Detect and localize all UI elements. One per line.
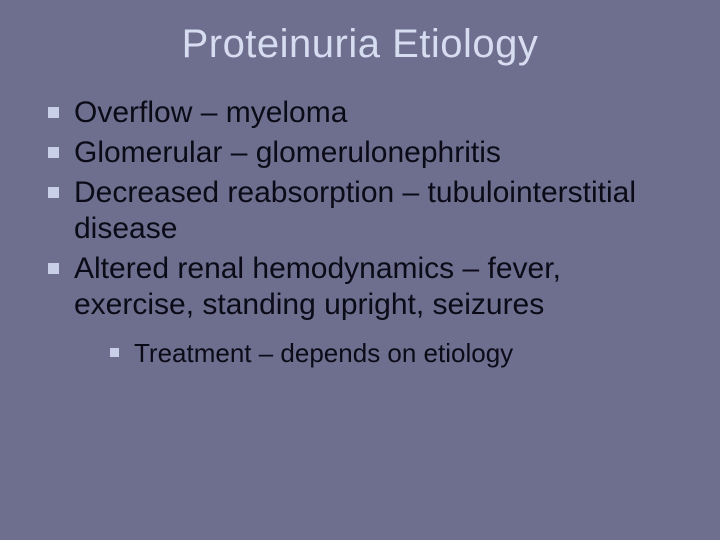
sub-bullet-text: Treatment – depends on etiology (134, 338, 513, 368)
bullet-list: Overflow – myeloma Glomerular – glomerul… (40, 95, 680, 370)
list-item: Altered renal hemodynamics – fever, exer… (44, 251, 680, 370)
list-item: Glomerular – glomerulonephritis (44, 135, 680, 171)
sub-bullet-list: Treatment – depends on etiology (74, 337, 680, 370)
slide: Proteinuria Etiology Overflow – myeloma … (0, 0, 720, 540)
list-item: Decreased reabsorption – tubulointerstit… (44, 175, 680, 247)
bullet-text: Glomerular – glomerulonephritis (74, 136, 501, 169)
sub-list-item: Treatment – depends on etiology (108, 337, 680, 370)
bullet-text: Altered renal hemodynamics – fever, exer… (74, 252, 561, 321)
bullet-text: Decreased reabsorption – tubulointerstit… (74, 176, 636, 245)
list-item: Overflow – myeloma (44, 95, 680, 131)
bullet-text: Overflow – myeloma (74, 96, 347, 129)
slide-title: Proteinuria Etiology (40, 22, 680, 67)
